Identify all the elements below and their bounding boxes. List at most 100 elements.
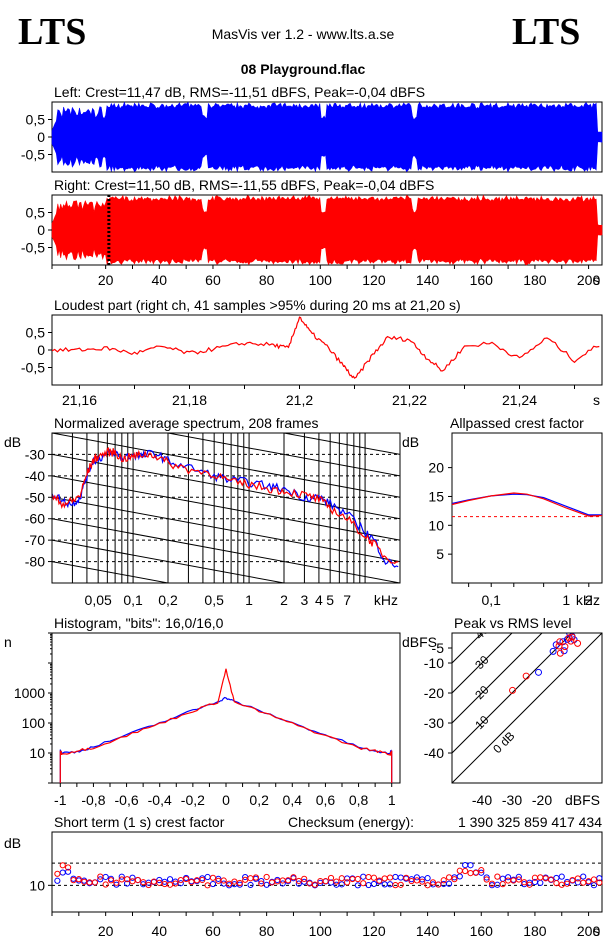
shortcrest-point bbox=[188, 878, 195, 886]
x-tick-label-shortcrest-8: 180 bbox=[523, 923, 547, 939]
shortcrest-point bbox=[478, 867, 485, 874]
x-tick-label-spectrum-4: 1 bbox=[245, 592, 253, 608]
shortcrest-point bbox=[403, 874, 410, 881]
peakrms-point-1-6 bbox=[561, 643, 569, 651]
file-name: 08 Playground.flac bbox=[240, 61, 366, 77]
plot-frame-spectrum bbox=[51, 432, 401, 584]
shortcrest-point bbox=[295, 880, 302, 887]
x-tick-label-right-7: 160 bbox=[470, 272, 494, 288]
shortcrest-point bbox=[451, 876, 458, 883]
crest-diagonal-0 bbox=[452, 633, 602, 783]
y-label-crest: dB bbox=[402, 434, 419, 450]
shortcrest-point bbox=[64, 868, 72, 875]
checksum-label: Checksum (energy): bbox=[288, 814, 414, 830]
x-tick-label-loudest-3: 21,22 bbox=[392, 392, 427, 408]
x-tick-label-histogram-9: 0,8 bbox=[349, 792, 369, 808]
shortcrest-point bbox=[467, 862, 474, 869]
shortcrest-point bbox=[392, 873, 399, 881]
x-tick-label-right-1: 40 bbox=[152, 272, 168, 288]
shortcrest-point bbox=[338, 875, 345, 882]
lts-logo-right: LTS bbox=[512, 11, 581, 53]
slope-line-spectrum bbox=[52, 539, 287, 583]
shortcrest-point bbox=[279, 880, 286, 887]
shortcrest-point bbox=[172, 880, 179, 887]
shortcrest-point bbox=[419, 878, 426, 885]
slope-line-spectrum bbox=[165, 433, 400, 477]
x-tick-label-histogram-7: 0,4 bbox=[283, 792, 303, 808]
slope-line-spectrum bbox=[52, 518, 400, 583]
x-tick-label-spectrum-2: 0,2 bbox=[158, 592, 178, 608]
shortcrest-point bbox=[231, 878, 238, 885]
shortcrest-point bbox=[386, 881, 394, 888]
y-tick-label-crest-1: 10 bbox=[428, 517, 444, 533]
shortcrest-point bbox=[467, 870, 474, 877]
crest-series-1 bbox=[451, 492, 603, 517]
y-tick-label-peakrms-0: -5 bbox=[432, 640, 445, 656]
shortcrest-point bbox=[97, 876, 104, 883]
shortcrest-point bbox=[107, 877, 115, 884]
panel-title-histogram: Histogram, "bits": 16,0/16,0 bbox=[54, 615, 224, 631]
plot-frame-shortcrest bbox=[51, 831, 603, 913]
shortcrest-point bbox=[569, 876, 576, 884]
shortcrest-point bbox=[537, 879, 544, 886]
shortcrest-point bbox=[295, 877, 302, 885]
y-tick-label-peakrms-1: -10 bbox=[424, 655, 444, 671]
shortcrest-point bbox=[91, 879, 99, 886]
lts-logo-left: LTS bbox=[18, 11, 87, 53]
x-tick-label-spectrum-0: 0,05 bbox=[85, 592, 112, 608]
shortcrest-point bbox=[113, 881, 120, 888]
shortcrest-point bbox=[258, 878, 265, 885]
x-tick-label-histogram-0: -1 bbox=[54, 792, 67, 808]
waveform-left bbox=[51, 101, 603, 173]
slope-line-spectrum bbox=[52, 326, 400, 390]
y-tick-label-right-2: -0,5 bbox=[21, 240, 45, 256]
panel-histogram: Histogram, "bits": 16,0/16,0n101001000-1… bbox=[4, 615, 401, 808]
shortcrest-point bbox=[113, 879, 120, 886]
panel-title-spectrum: Normalized average spectrum, 208 frames bbox=[54, 415, 319, 431]
shortcrest-point bbox=[435, 881, 442, 888]
app-title: MasVis ver 1.2 - www.lts.a.se bbox=[211, 26, 395, 42]
shortcrest-point bbox=[124, 880, 131, 887]
peakrms-point-1-7 bbox=[556, 649, 564, 657]
x-tick-label-crest-0: 0,1 bbox=[481, 592, 501, 608]
shortcrest-point bbox=[75, 876, 82, 883]
plot-frame-histogram bbox=[51, 632, 401, 784]
shortcrest-point bbox=[220, 877, 227, 884]
shortcrest-point bbox=[247, 881, 254, 889]
shortcrest-point bbox=[183, 875, 190, 883]
shortcrest-point bbox=[397, 874, 404, 881]
y-tick-label-loudest-0: 0,5 bbox=[26, 325, 46, 341]
plot-frame-crest bbox=[451, 432, 603, 584]
x-tick-label-right-5: 120 bbox=[362, 272, 386, 288]
y-tick-label-right-0: 0,5 bbox=[26, 205, 46, 221]
x-tick-label-shortcrest-7: 160 bbox=[470, 923, 494, 939]
shortcrest-point bbox=[585, 878, 592, 885]
shortcrest-point bbox=[499, 875, 506, 882]
shortcrest-point bbox=[494, 881, 501, 888]
shortcrest-point bbox=[360, 873, 367, 880]
y-tick-label-left-2: -0,5 bbox=[21, 147, 45, 163]
grid-spectrum bbox=[52, 304, 400, 583]
panel-title-right: Right: Crest=11,50 dB, RMS=-11,55 dBFS, … bbox=[54, 177, 434, 193]
y-tick-label-spectrum-0: -30 bbox=[25, 446, 45, 462]
shortcrest-point bbox=[156, 876, 163, 884]
slope-line-spectrum bbox=[52, 304, 400, 368]
x-tick-label-spectrum-5: 2 bbox=[280, 592, 288, 608]
shortcrest-point bbox=[209, 880, 217, 888]
shortcrest-point bbox=[462, 867, 469, 875]
y-tick-label-crest-0: 5 bbox=[436, 546, 444, 562]
shortcrest-point bbox=[564, 880, 571, 887]
shortcrest-point bbox=[424, 882, 431, 889]
y-tick-label-histogram-1: 100 bbox=[22, 715, 46, 731]
shortcrest-point bbox=[413, 874, 420, 881]
y-tick-label-peakrms-4: -40 bbox=[424, 745, 444, 761]
x-tick-label-histogram-1: -0,8 bbox=[81, 792, 105, 808]
shortcrest-point bbox=[370, 874, 378, 881]
shortcrest-point bbox=[381, 881, 388, 888]
slope-line-spectrum bbox=[52, 475, 400, 541]
panel-title-shortcrest: Short term (1 s) crest factor bbox=[54, 814, 225, 830]
shortcrest-point bbox=[252, 874, 260, 881]
